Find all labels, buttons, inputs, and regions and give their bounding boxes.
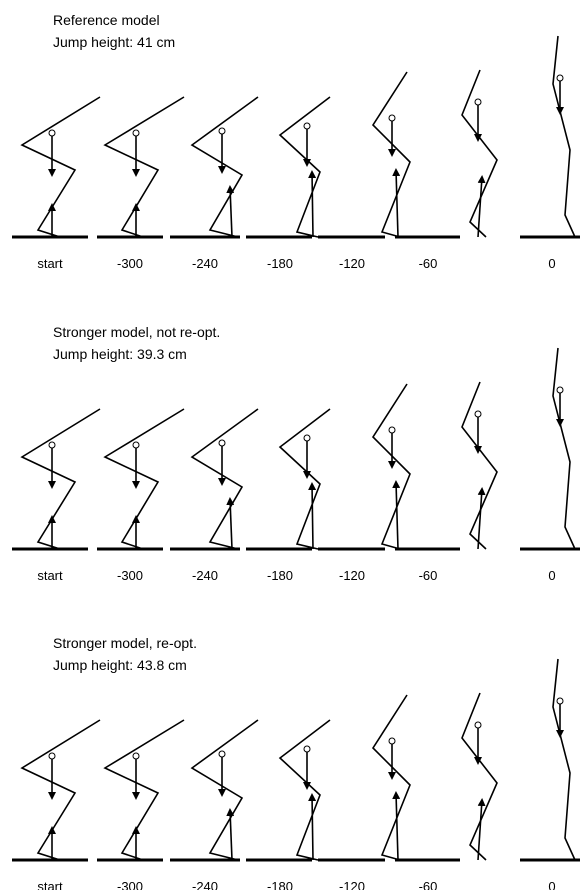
force-arrow bbox=[396, 482, 398, 549]
center-of-mass bbox=[304, 435, 310, 441]
frame-label: 0 bbox=[548, 879, 555, 890]
page: {"panels": [ {"title": "Reference model"… bbox=[0, 0, 587, 890]
force-arrow bbox=[312, 172, 313, 237]
frame-label: -60 bbox=[419, 568, 438, 583]
frame-label: -240 bbox=[192, 256, 218, 271]
stick-figure bbox=[105, 720, 184, 860]
frame-label: start bbox=[37, 256, 63, 271]
stick-figure bbox=[280, 409, 330, 549]
force-arrow bbox=[312, 484, 313, 549]
frame-label: -240 bbox=[192, 568, 218, 583]
panel-title: Stronger model, not re-opt. bbox=[53, 324, 220, 340]
force-arrow bbox=[230, 187, 232, 237]
frame-label: -180 bbox=[267, 879, 293, 890]
frame-label: -180 bbox=[267, 256, 293, 271]
center-of-mass bbox=[389, 738, 395, 744]
frame-label: start bbox=[37, 568, 63, 583]
panel-title: Stronger model, re-opt. bbox=[53, 635, 197, 651]
panel-title: Reference model bbox=[53, 12, 160, 28]
frame-label: -120 bbox=[339, 256, 365, 271]
panel: Stronger model, not re-opt. Jump height: … bbox=[12, 324, 580, 583]
center-of-mass bbox=[133, 442, 139, 448]
force-arrow bbox=[396, 793, 398, 860]
stick-figure bbox=[192, 409, 258, 549]
force-arrow bbox=[230, 499, 232, 549]
stick-figure bbox=[192, 720, 258, 860]
stick-figure bbox=[22, 720, 100, 860]
stick-figure bbox=[22, 97, 100, 237]
center-of-mass bbox=[475, 722, 481, 728]
stick-figure bbox=[553, 659, 575, 860]
center-of-mass bbox=[304, 123, 310, 129]
center-of-mass bbox=[557, 698, 563, 704]
stick-figure bbox=[280, 720, 330, 860]
center-of-mass bbox=[219, 440, 225, 446]
force-arrow bbox=[478, 489, 482, 549]
center-of-mass bbox=[557, 387, 563, 393]
center-of-mass bbox=[133, 753, 139, 759]
frame-label: -300 bbox=[117, 568, 143, 583]
stick-figure bbox=[280, 97, 330, 237]
frame-label: start bbox=[37, 879, 63, 890]
jump-height: Jump height: 39.3 cm bbox=[53, 346, 187, 362]
center-of-mass bbox=[133, 130, 139, 136]
force-arrow bbox=[312, 795, 313, 860]
panel: Reference model Jump height: 41 cm start -3… bbox=[12, 12, 580, 271]
stick-figure bbox=[22, 409, 100, 549]
center-of-mass bbox=[557, 75, 563, 81]
stick-figure bbox=[553, 36, 575, 237]
center-of-mass bbox=[389, 115, 395, 121]
jump-height: Jump height: 41 cm bbox=[53, 34, 175, 50]
stick-figure bbox=[105, 97, 184, 237]
frame-label: -240 bbox=[192, 879, 218, 890]
center-of-mass bbox=[49, 130, 55, 136]
figure: Reference model Jump height: 41 cm start -3… bbox=[0, 0, 587, 890]
center-of-mass bbox=[304, 746, 310, 752]
center-of-mass bbox=[219, 128, 225, 134]
force-arrow bbox=[478, 177, 482, 237]
force-arrow bbox=[396, 170, 398, 237]
center-of-mass bbox=[219, 751, 225, 757]
frame-label: -120 bbox=[339, 568, 365, 583]
force-arrow bbox=[230, 810, 232, 860]
stick-figure bbox=[105, 409, 184, 549]
center-of-mass bbox=[475, 411, 481, 417]
frame-label: -300 bbox=[117, 256, 143, 271]
jump-height: Jump height: 43.8 cm bbox=[53, 657, 187, 673]
frame-label: 0 bbox=[548, 568, 555, 583]
frame-label: -60 bbox=[419, 256, 438, 271]
stick-figure bbox=[553, 348, 575, 549]
panel: Stronger model, re-opt. Jump height: 43.8… bbox=[12, 635, 580, 890]
force-arrow bbox=[478, 800, 482, 860]
center-of-mass bbox=[389, 427, 395, 433]
frame-label: -120 bbox=[339, 879, 365, 890]
frame-label: 0 bbox=[548, 256, 555, 271]
center-of-mass bbox=[49, 442, 55, 448]
frame-label: -60 bbox=[419, 879, 438, 890]
stick-figure bbox=[192, 97, 258, 237]
center-of-mass bbox=[475, 99, 481, 105]
frame-label: -300 bbox=[117, 879, 143, 890]
center-of-mass bbox=[49, 753, 55, 759]
frame-label: -180 bbox=[267, 568, 293, 583]
